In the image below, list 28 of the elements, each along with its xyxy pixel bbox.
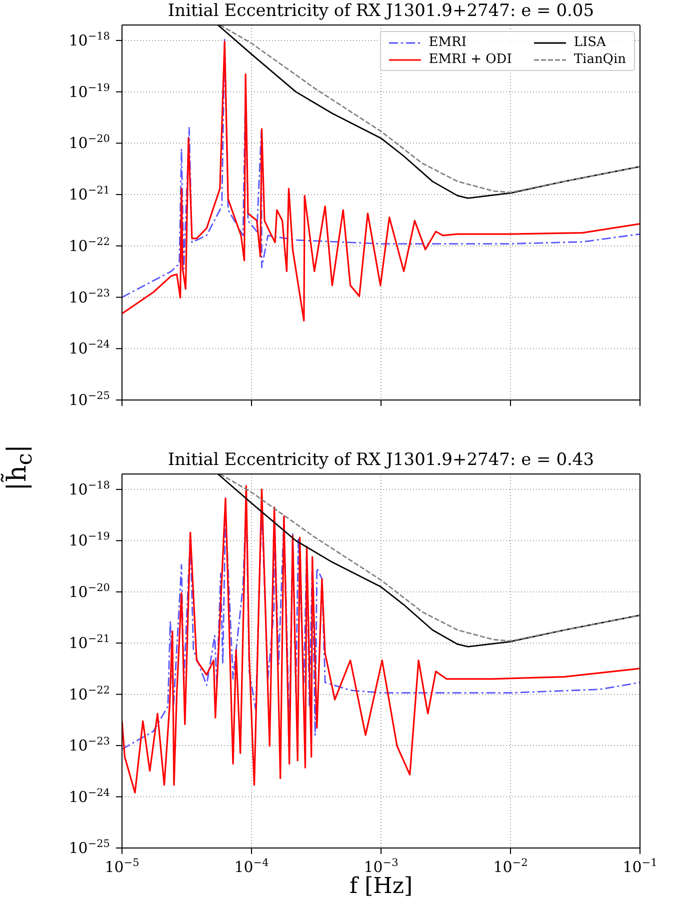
y-tick-label: 10$^{−20}$ <box>68 133 110 152</box>
y-tick-label: 10$^{−19}$ <box>68 82 110 101</box>
y-tick-label: 10$^{−25}$ <box>68 838 110 857</box>
y-tick-label: 10$^{−25}$ <box>68 390 110 409</box>
y-tick-label: 10$^{−23}$ <box>68 736 110 755</box>
y-tick-label: 10$^{−24}$ <box>68 786 110 806</box>
x-tick-label: 10$^{−1}$ <box>622 857 658 876</box>
chart-title: Initial Eccentricity of RX J1301.9+2747: e = 0.05 <box>166 1 596 21</box>
y-tick-label: 10$^{−20}$ <box>68 582 110 601</box>
y-tick-label: 10$^{−22}$ <box>68 236 110 255</box>
x-tick-label: 10$^{−4}$ <box>234 857 270 876</box>
legend-label: EMRI + ODI <box>428 52 512 67</box>
x-axis-title: f [Hz] <box>349 874 413 899</box>
y-tick-label: 10$^{−18}$ <box>68 30 110 50</box>
y-tick-label: 10$^{−18}$ <box>68 479 110 498</box>
y-tick-label: 10$^{−22}$ <box>68 684 110 704</box>
legend-label: LISA <box>574 35 606 50</box>
x-tick-label: 10$^{−3}$ <box>364 857 398 876</box>
legend-label: TianQin <box>574 52 626 67</box>
chart-title: Initial Eccentricity of RX J1301.9+2747: e = 0.43 <box>166 450 596 470</box>
y-tick-label: 10$^{−21}$ <box>68 633 110 652</box>
y-tick-label: 10$^{−19}$ <box>68 530 110 550</box>
y-tick-label: 10$^{−23}$ <box>68 287 110 306</box>
y-tick-label: 10$^{−21}$ <box>68 184 110 204</box>
x-tick-label: 10$^{−5}$ <box>104 857 140 876</box>
x-tick-label: 10$^{−2}$ <box>493 857 528 876</box>
legend-label: EMRI <box>428 35 466 50</box>
y-tick-label: 10$^{−24}$ <box>68 338 110 358</box>
